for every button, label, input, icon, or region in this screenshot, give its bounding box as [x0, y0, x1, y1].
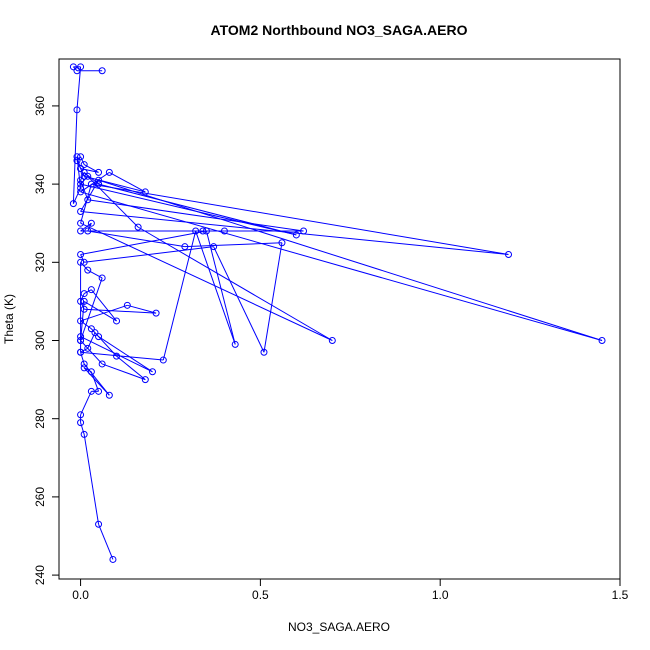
- series-segment: [81, 192, 602, 341]
- series-segment: [84, 364, 109, 395]
- x-tick-label: 1.0: [432, 588, 449, 602]
- y-tick-label: 300: [33, 330, 47, 350]
- series-segment: [99, 184, 297, 235]
- x-tick-label: 1.5: [612, 588, 629, 602]
- chart-title: ATOM2 Northbound NO3_SAGA.AERO: [211, 22, 468, 38]
- y-axis-label: Theta (K): [2, 294, 16, 344]
- series-segment: [81, 352, 164, 360]
- series-segment: [88, 270, 102, 278]
- series-segment: [84, 434, 98, 524]
- series-segment: [214, 247, 264, 353]
- y-tick-label: 260: [33, 487, 47, 507]
- series-segment: [81, 391, 92, 414]
- y-tick-label: 280: [33, 408, 47, 428]
- x-axis-label: NO3_SAGA.AERO: [288, 620, 390, 634]
- y-tick-label: 320: [33, 252, 47, 272]
- y-tick-label: 240: [33, 565, 47, 585]
- series-segment: [81, 231, 207, 254]
- x-tick-label: 0.0: [72, 588, 89, 602]
- y-axis: 240 260 280 300 320 340 360: [33, 96, 59, 586]
- x-tick-label: 0.5: [252, 588, 269, 602]
- series-segment: [81, 184, 297, 235]
- series-segment: [99, 524, 113, 559]
- y-tick-label: 340: [33, 174, 47, 194]
- y-tick-label: 360: [33, 96, 47, 116]
- series-segment: [264, 243, 282, 352]
- series-segment: [138, 227, 332, 340]
- series-segment: [81, 337, 153, 372]
- series-segment: [99, 337, 153, 372]
- series-segment: [102, 364, 145, 380]
- series-segment: [117, 356, 146, 379]
- x-axis: 0.0 0.5 1.0 1.5: [72, 579, 628, 602]
